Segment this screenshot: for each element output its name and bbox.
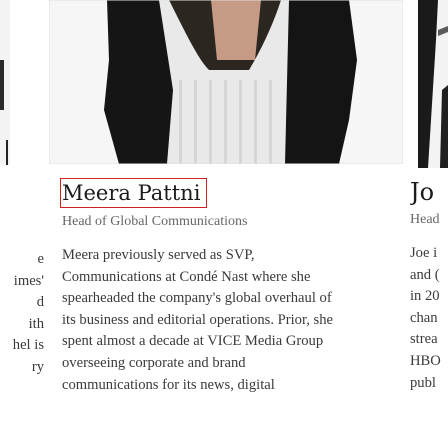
person-title: Head [410, 212, 440, 227]
bio-line: and ( [410, 266, 440, 283]
bio-line: hel is [12, 337, 44, 354]
bio-line: spent almost a decade at VICE Media Grou… [62, 333, 324, 350]
name-highlight-box[interactable]: Meera Pattni [60, 178, 208, 208]
person-name[interactable]: Meera Pattni [60, 178, 412, 208]
bio-line: ry [31, 358, 44, 375]
person-title: Head of Global Communications [62, 214, 248, 229]
bio-line: its business and editorial operations. P… [62, 311, 333, 328]
right-photo [418, 0, 448, 168]
bio-line: ith [28, 315, 44, 332]
right-bio-card: Jo Head Joe i and ( in 20 chan strea HBO… [410, 178, 448, 394]
bio-line: spearheaded the company's global overhau… [62, 290, 332, 307]
bio-line: chan [410, 309, 438, 326]
bio-line: communications for its news, digital [62, 376, 275, 393]
bio-line: imes' [13, 272, 44, 289]
bio-line: publ [410, 374, 436, 391]
bio-line: in 20 [410, 288, 440, 305]
left-photo [0, 0, 10, 165]
center-photo [49, 0, 403, 164]
left-bio: e imes' d ith hel is ry [0, 249, 44, 379]
bio-line: Communications at Condé Nast where she [62, 268, 311, 285]
bio-line: overseeing corporate and brand [62, 354, 246, 371]
bio-line: strea [410, 331, 438, 348]
bio-line: d [36, 294, 44, 311]
bio-line: HBO [410, 352, 441, 369]
bio-line: Joe i [410, 245, 438, 261]
left-bio-card: e imes' d ith hel is ry [0, 178, 44, 379]
person-bio: Joe i and ( in 20 chan strea HBO publ [410, 243, 448, 394]
person-name[interactable]: Jo [410, 178, 435, 206]
center-bio-card: Meera Pattni Head of Global Communicatio… [60, 178, 412, 396]
bio-line: Meera previously served as SVP, [62, 247, 255, 263]
bio-line: e [37, 251, 44, 267]
person-bio: Meera previously served as SVP, Communic… [62, 245, 412, 396]
